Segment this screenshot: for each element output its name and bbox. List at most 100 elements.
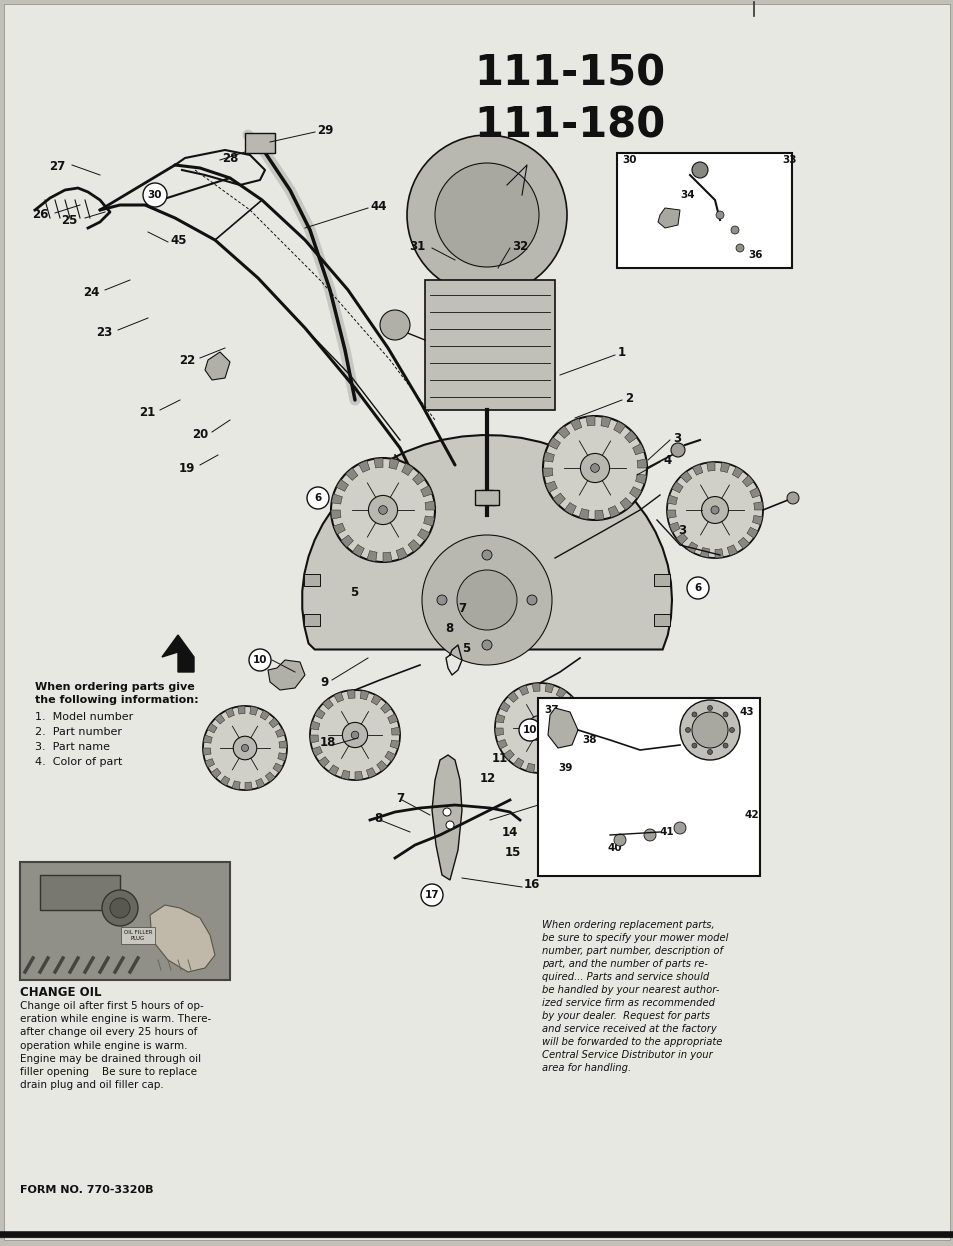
Circle shape	[707, 705, 712, 710]
Text: 3: 3	[678, 523, 685, 537]
Text: 39: 39	[558, 763, 572, 773]
Text: 2: 2	[624, 391, 633, 405]
Circle shape	[241, 744, 249, 751]
Polygon shape	[203, 735, 212, 743]
Circle shape	[310, 690, 399, 780]
Polygon shape	[576, 720, 584, 728]
Polygon shape	[331, 510, 340, 520]
Circle shape	[686, 577, 708, 599]
Bar	[304, 574, 319, 586]
Polygon shape	[600, 416, 611, 427]
Text: 111-180: 111-180	[474, 105, 665, 147]
Text: 22: 22	[178, 354, 194, 366]
Text: 41: 41	[659, 827, 674, 837]
Circle shape	[542, 416, 646, 520]
Circle shape	[379, 310, 410, 340]
Text: 1.  Model number: 1. Model number	[35, 711, 133, 721]
Circle shape	[249, 649, 271, 672]
Polygon shape	[358, 461, 370, 472]
Circle shape	[729, 728, 734, 733]
Polygon shape	[150, 905, 214, 972]
Polygon shape	[345, 468, 357, 481]
Polygon shape	[542, 468, 553, 477]
Text: 13: 13	[550, 794, 566, 806]
Text: 17: 17	[424, 890, 438, 900]
Polygon shape	[556, 688, 566, 698]
Polygon shape	[237, 706, 245, 714]
Circle shape	[233, 736, 256, 760]
Text: 5: 5	[350, 586, 358, 598]
Text: 20: 20	[192, 427, 208, 441]
Text: 34: 34	[679, 189, 694, 201]
Text: 42: 42	[744, 810, 759, 820]
Text: 16: 16	[523, 878, 539, 891]
Polygon shape	[570, 419, 581, 430]
Circle shape	[143, 183, 167, 207]
Circle shape	[691, 743, 697, 748]
Text: 7: 7	[395, 791, 404, 805]
Circle shape	[518, 719, 540, 741]
Text: 4: 4	[662, 454, 671, 466]
Polygon shape	[310, 721, 319, 730]
Text: 10: 10	[522, 725, 537, 735]
Circle shape	[446, 821, 454, 829]
Circle shape	[342, 723, 367, 748]
Text: FORM NO. 770-3320B: FORM NO. 770-3320B	[20, 1185, 153, 1195]
Polygon shape	[557, 426, 569, 439]
Circle shape	[685, 728, 690, 733]
Polygon shape	[225, 708, 234, 718]
Circle shape	[643, 829, 656, 841]
Text: 29: 29	[316, 123, 333, 137]
Text: 45: 45	[170, 233, 186, 247]
Polygon shape	[692, 465, 702, 475]
Bar	[424, 280, 555, 410]
Polygon shape	[376, 760, 387, 771]
Polygon shape	[624, 431, 637, 442]
Polygon shape	[302, 435, 671, 649]
Polygon shape	[424, 501, 435, 510]
Circle shape	[203, 706, 287, 790]
Bar	[537, 698, 760, 876]
Polygon shape	[220, 776, 230, 786]
Circle shape	[579, 454, 609, 482]
Circle shape	[735, 244, 743, 252]
Polygon shape	[513, 758, 523, 769]
Circle shape	[351, 731, 358, 739]
Bar	[654, 614, 669, 625]
Circle shape	[421, 535, 552, 665]
Polygon shape	[347, 690, 355, 699]
Polygon shape	[671, 482, 682, 492]
Polygon shape	[503, 750, 514, 760]
Text: 15: 15	[504, 846, 521, 858]
Polygon shape	[205, 759, 214, 768]
Polygon shape	[395, 548, 407, 559]
Polygon shape	[548, 437, 560, 450]
Polygon shape	[391, 728, 399, 735]
Polygon shape	[686, 542, 697, 553]
Circle shape	[331, 459, 435, 562]
Polygon shape	[608, 506, 618, 517]
Polygon shape	[382, 552, 392, 562]
Text: 6: 6	[694, 583, 700, 593]
Polygon shape	[269, 718, 278, 728]
Circle shape	[495, 683, 584, 773]
Polygon shape	[413, 472, 425, 485]
Text: 28: 28	[222, 152, 238, 164]
Polygon shape	[162, 635, 193, 672]
Circle shape	[435, 163, 538, 267]
Polygon shape	[495, 714, 504, 723]
Polygon shape	[328, 765, 338, 775]
Text: 4.  Color of part: 4. Color of part	[35, 758, 122, 768]
Polygon shape	[635, 473, 646, 483]
Text: 7: 7	[457, 602, 466, 614]
Polygon shape	[629, 487, 641, 498]
Polygon shape	[497, 739, 507, 749]
Polygon shape	[203, 748, 211, 755]
Text: 30: 30	[148, 189, 162, 201]
Circle shape	[536, 724, 543, 731]
Text: 32: 32	[512, 239, 528, 253]
Polygon shape	[700, 547, 709, 557]
Circle shape	[730, 226, 739, 234]
Polygon shape	[432, 755, 461, 880]
Circle shape	[527, 715, 552, 740]
